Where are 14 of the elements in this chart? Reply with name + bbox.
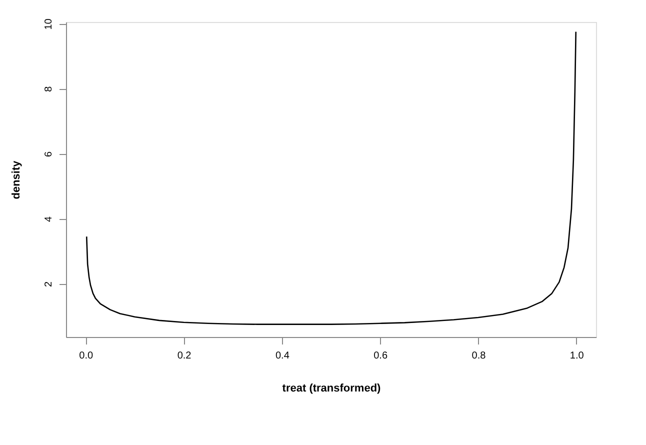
line-series (86, 31, 577, 325)
x-tick-label: 1.0 (570, 350, 584, 362)
x-tick-label: 0.4 (275, 350, 290, 362)
y-tick-label: 2 (44, 280, 54, 287)
y-axis-title: density (10, 160, 22, 200)
y-tick-label: 8 (44, 86, 54, 92)
y-tick-label: 4 (44, 216, 54, 222)
y-tick-label: 6 (44, 150, 54, 157)
x-axis-title: treat (transformed) (282, 382, 382, 394)
x-tick-label: 0.8 (472, 350, 486, 362)
x-tick-label: 0.2 (177, 350, 192, 362)
x-tick-label: 0.0 (79, 350, 94, 362)
y-tick-label: 10 (44, 18, 54, 30)
x-tick-label: 0.6 (374, 350, 388, 362)
